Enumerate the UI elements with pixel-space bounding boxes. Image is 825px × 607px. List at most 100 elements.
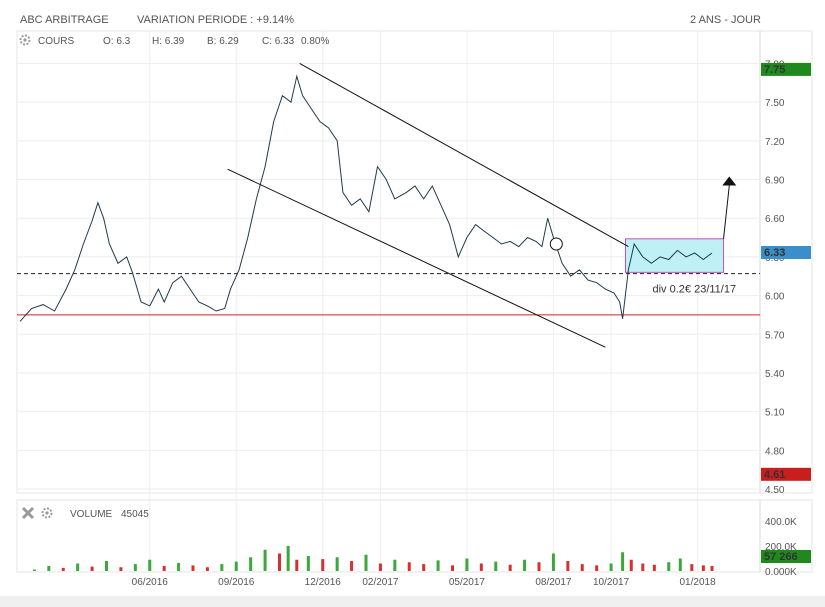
volume-bar — [609, 563, 613, 571]
price-series-line — [19, 74, 713, 322]
volume-bar — [508, 564, 512, 571]
legend-series: COURS — [38, 36, 74, 47]
price-tick-label: 4.80 — [765, 446, 785, 457]
volume-bar — [220, 564, 224, 571]
volume-bars — [32, 546, 714, 571]
volume-bar — [350, 561, 354, 571]
volume-bar — [278, 553, 281, 571]
legend-open: O: 6.3 — [103, 36, 131, 47]
volume-axis-ticks: 400.0K 200.0K 0.000K — [765, 517, 797, 578]
volume-bar — [393, 559, 397, 571]
volume-bar — [61, 567, 65, 571]
volume-bar — [451, 565, 454, 571]
volume-bar — [551, 553, 555, 571]
volume-bar — [667, 562, 671, 571]
volume-bar — [191, 565, 195, 571]
time-axis-labels: 06/2016 09/2016 12/2016 02/2017 05/2017 08/20… — [132, 577, 716, 588]
price-tick-label: 6.00 — [765, 292, 785, 303]
volume-bar — [90, 566, 94, 571]
last-volume-badge: 57 266 — [761, 550, 811, 563]
volume-bar — [76, 563, 80, 571]
high-value-badge: 7.75 — [761, 62, 811, 76]
channel-upper-line — [299, 63, 629, 248]
volume-bar — [710, 566, 714, 571]
volume-bar — [133, 564, 137, 571]
volume-bar — [306, 556, 310, 571]
time-tick-label: 10/2017 — [593, 577, 630, 588]
time-tick-label: 01/2018 — [680, 577, 717, 588]
volume-bar — [479, 563, 483, 571]
svg-text:6.33: 6.33 — [764, 247, 785, 259]
low-value-badge: 4.61 — [761, 467, 811, 481]
volume-bar — [494, 561, 498, 571]
volume-bar — [364, 554, 368, 571]
volume-bar — [234, 561, 238, 571]
time-tick-label: 02/2017 — [362, 577, 399, 588]
volume-bar — [335, 557, 339, 571]
channel-lower-line — [227, 168, 606, 348]
volume-bar — [621, 552, 625, 571]
price-panel — [16, 30, 813, 494]
price-tick-label: 5.40 — [765, 369, 785, 380]
volume-bar — [378, 563, 382, 571]
time-scrollbar[interactable] — [0, 596, 825, 607]
volume-bar — [286, 546, 290, 571]
dividend-annotation: div 0.2€ 23/11/17 — [653, 283, 737, 295]
volume-bar — [205, 567, 209, 571]
volume-bar — [523, 559, 527, 571]
marker-circle — [549, 237, 563, 251]
volume-bar — [321, 559, 325, 571]
volume-legend-label: VOLUME — [70, 509, 113, 520]
volume-bar — [595, 565, 599, 571]
volume-bar — [652, 564, 656, 571]
legend-high: H: 6.39 — [152, 36, 185, 47]
volume-bar — [162, 566, 166, 571]
volume-bar — [119, 567, 123, 571]
volume-bar — [177, 562, 181, 571]
legend-low: B: 6.29 — [207, 36, 239, 47]
price-axis-ticks: 7.807.507.206.906.606.306.005.705.405.10… — [765, 59, 785, 496]
price-tick-label: 7.50 — [765, 98, 785, 109]
volume-bar — [678, 558, 682, 571]
volume-bar — [105, 561, 108, 571]
variation-periode: VARIATION PERIODE : +9.14% — [137, 14, 295, 26]
price-tick-label: 6.60 — [765, 214, 785, 225]
volume-bar — [436, 560, 440, 571]
svg-text:7.75: 7.75 — [764, 64, 785, 76]
price-tick-label: 5.70 — [765, 330, 785, 341]
volume-bar — [465, 558, 469, 571]
target-arrow-line — [723, 185, 730, 239]
legend-close: C: 6.33 — [262, 36, 295, 47]
volume-bar — [422, 564, 426, 571]
volume-tick-label: 200.0K — [765, 542, 797, 553]
volume-bar — [148, 559, 152, 571]
volume-bar — [641, 563, 645, 571]
volume-bar — [701, 565, 705, 571]
instrument-name: ABC ARBITRAGE — [20, 14, 109, 26]
period-selector[interactable]: 2 ANS - JOUR — [690, 14, 761, 26]
volume-bar — [690, 564, 694, 571]
price-tick-label: 6.90 — [765, 176, 785, 187]
legend-change: 0.80% — [301, 36, 329, 47]
volume-bar — [249, 557, 253, 571]
volume-bar — [580, 564, 584, 571]
gear-icon[interactable] — [41, 507, 53, 519]
volume-bar — [263, 549, 267, 571]
volume-panel — [16, 499, 813, 573]
volume-bar — [629, 559, 633, 571]
volume-tick-label: 400.0K — [765, 517, 797, 528]
svg-text:57 266: 57 266 — [764, 551, 798, 563]
time-tick-label: 09/2016 — [218, 577, 255, 588]
volume-tick-label: 0.000K — [765, 567, 797, 578]
volume-legend-value: 45045 — [121, 509, 149, 520]
time-tick-label: 08/2017 — [535, 577, 572, 588]
time-tick-label: 05/2017 — [449, 577, 486, 588]
gear-icon[interactable] — [19, 34, 31, 46]
svg-text:4.61: 4.61 — [764, 469, 785, 481]
close-icon[interactable] — [21, 506, 35, 520]
volume-bar — [566, 561, 570, 571]
volume-bar — [407, 562, 411, 571]
time-tick-label: 12/2016 — [305, 577, 342, 588]
volume-bar — [32, 569, 36, 571]
